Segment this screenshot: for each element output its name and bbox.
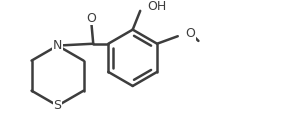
Text: O: O bbox=[86, 12, 96, 25]
Text: S: S bbox=[54, 99, 62, 112]
Text: OH: OH bbox=[147, 0, 166, 13]
Text: O: O bbox=[185, 27, 195, 40]
Text: N: N bbox=[53, 39, 62, 52]
